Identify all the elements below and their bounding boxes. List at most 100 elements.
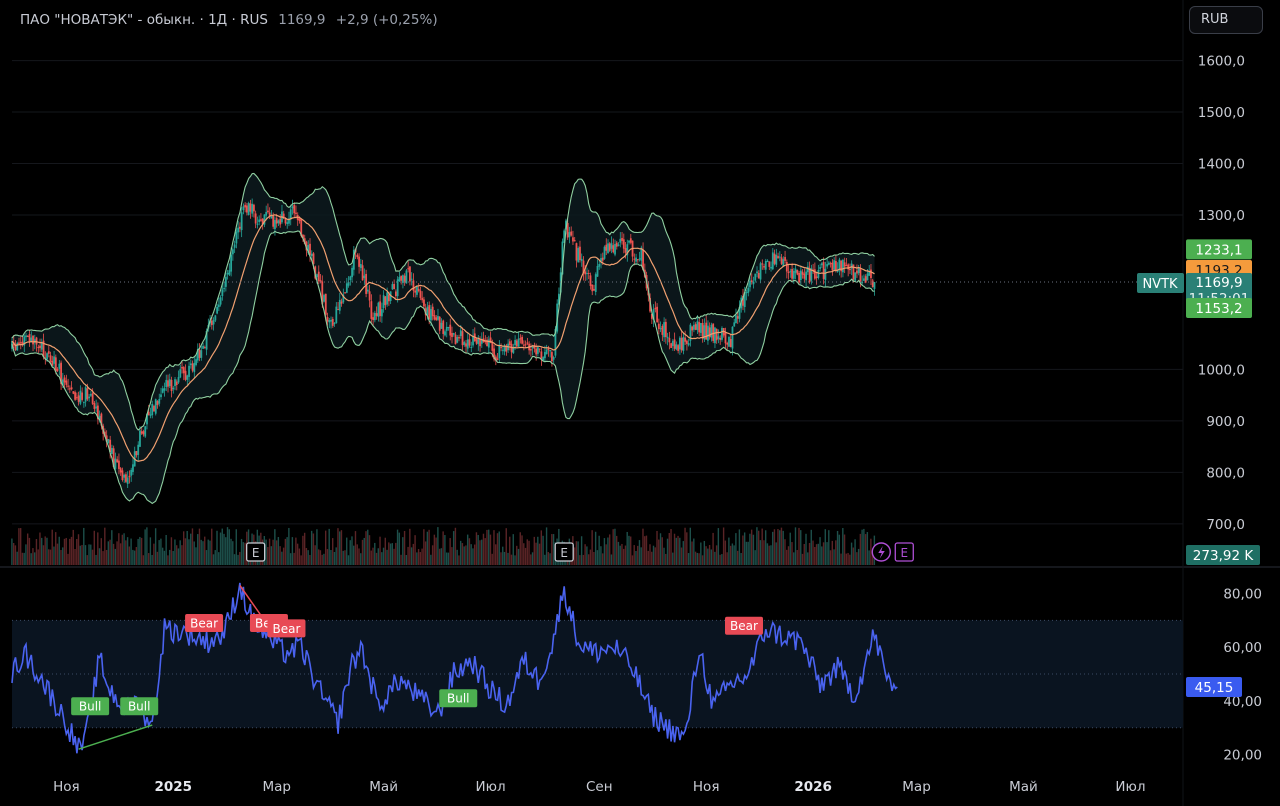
candle	[81, 392, 84, 400]
volume-bar	[722, 527, 725, 565]
volume-bar	[156, 551, 159, 565]
candle	[144, 426, 147, 437]
candle	[817, 269, 820, 278]
candle	[275, 218, 278, 224]
candle	[37, 346, 40, 349]
volume-bar	[386, 549, 388, 565]
candle	[826, 264, 829, 267]
volume-bar	[149, 537, 152, 565]
volume-bar	[42, 545, 45, 565]
candle	[736, 316, 739, 319]
volume-bar	[796, 550, 798, 565]
volume-bar	[668, 533, 670, 565]
bull-divergence-line	[78, 724, 153, 750]
volume-bar	[63, 538, 66, 565]
candle	[407, 268, 410, 270]
volume-bar	[442, 531, 444, 565]
volume-bar	[204, 536, 206, 565]
candle	[323, 295, 325, 302]
volume-bar	[845, 553, 848, 565]
candle	[759, 263, 762, 280]
candle	[612, 245, 615, 253]
candle	[717, 336, 720, 339]
candle	[635, 257, 637, 262]
volume-bar	[542, 535, 544, 565]
volume-bar	[151, 554, 153, 565]
candle	[368, 291, 371, 301]
candle	[796, 270, 799, 275]
volume-bar	[175, 545, 178, 565]
candle	[270, 214, 273, 219]
candle	[260, 219, 262, 221]
volume-bar	[274, 529, 276, 565]
candle	[517, 338, 520, 347]
volume-bar	[828, 530, 830, 565]
volume-bar	[19, 528, 22, 565]
price-tick-label: 1400,0	[1198, 157, 1245, 173]
candle	[140, 431, 143, 434]
candle	[181, 367, 183, 369]
volume-bar	[30, 553, 32, 565]
divergence-label: Bear	[273, 622, 301, 636]
volume-bar	[631, 555, 634, 565]
volume-bar	[615, 535, 618, 565]
candle	[784, 257, 786, 261]
candle	[640, 247, 643, 261]
volume-bar	[463, 546, 465, 565]
candle	[570, 231, 573, 236]
volume-bar	[223, 533, 225, 565]
candle	[601, 257, 604, 261]
volume-bar	[114, 548, 117, 565]
candle	[363, 275, 366, 279]
price-tick-label: 1000,0	[1198, 362, 1245, 378]
volume-bar	[482, 533, 485, 565]
volume-bar	[698, 553, 700, 565]
candle	[67, 385, 69, 387]
volume-bar	[403, 530, 406, 565]
volume-bar	[607, 537, 609, 565]
last-price-badge: 1169,9	[1195, 275, 1242, 291]
candle	[445, 326, 448, 331]
volume-bar	[438, 548, 441, 565]
volume-bar	[840, 553, 842, 565]
candle	[749, 280, 751, 288]
volume-bar	[724, 540, 727, 565]
candle	[365, 273, 368, 294]
candle	[682, 336, 685, 351]
candle	[63, 377, 66, 383]
candle	[366, 289, 369, 292]
candle	[782, 259, 785, 267]
volume-bar	[600, 546, 602, 565]
candle	[58, 363, 61, 369]
currency-button[interactable]: RUB	[1189, 6, 1263, 34]
candle	[56, 368, 59, 371]
candle	[822, 262, 825, 279]
volume-bar	[740, 553, 742, 565]
volume-bar	[409, 528, 411, 565]
volume-bar	[391, 543, 393, 565]
candle	[579, 246, 581, 261]
candle	[191, 363, 194, 371]
volume-bar	[573, 547, 576, 565]
volume-bar	[368, 535, 371, 565]
candle	[535, 348, 538, 355]
candle	[189, 363, 192, 366]
volume-bar	[473, 544, 476, 565]
volume-bar	[789, 532, 791, 565]
volume-bar	[354, 531, 357, 565]
volume-bar	[456, 549, 458, 565]
volume-bar	[452, 531, 455, 565]
candle	[326, 317, 329, 322]
volume-bar	[153, 543, 155, 565]
volume-bar	[612, 529, 614, 565]
price-tick-label: 800,0	[1206, 465, 1245, 481]
candle	[231, 249, 234, 255]
candle	[146, 413, 148, 425]
candle	[738, 307, 741, 319]
volume-bar	[807, 552, 809, 565]
volume-bar	[489, 534, 492, 565]
candle	[111, 447, 113, 454]
divergence-label: Bear	[730, 619, 758, 633]
time-tick-label: Ноя	[53, 779, 80, 795]
